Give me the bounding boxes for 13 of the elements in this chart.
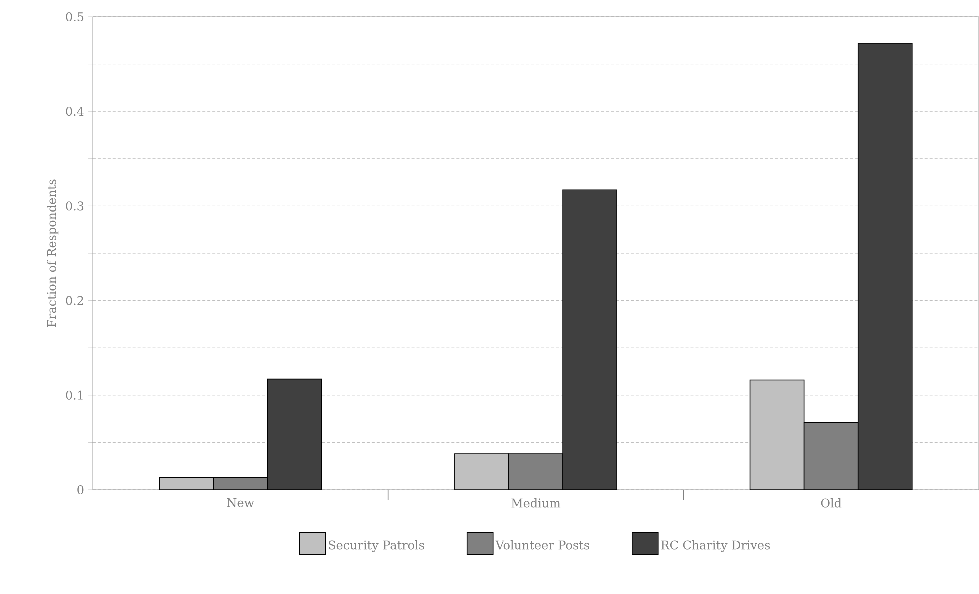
- legend-label: Volunteer Posts: [496, 540, 590, 550]
- y-tick-label: 0.3: [66, 202, 84, 211]
- y-tick-label: 0.4: [66, 107, 84, 116]
- y-axis-title: Fraction of Respondents: [47, 180, 59, 328]
- y-tick-label: 0: [78, 485, 84, 495]
- x-tick-label: Old: [821, 498, 842, 508]
- y-tick-label: 0.5: [66, 12, 84, 22]
- legend-label: Security Patrols: [329, 540, 424, 552]
- legend-label: RC Charity Drives: [661, 540, 770, 552]
- x-tick-label: New: [227, 498, 254, 508]
- y-tick-label: 0.2: [66, 296, 84, 306]
- y-tick-label: 0.1: [66, 390, 83, 400]
- x-tick-label: Medium: [512, 498, 561, 508]
